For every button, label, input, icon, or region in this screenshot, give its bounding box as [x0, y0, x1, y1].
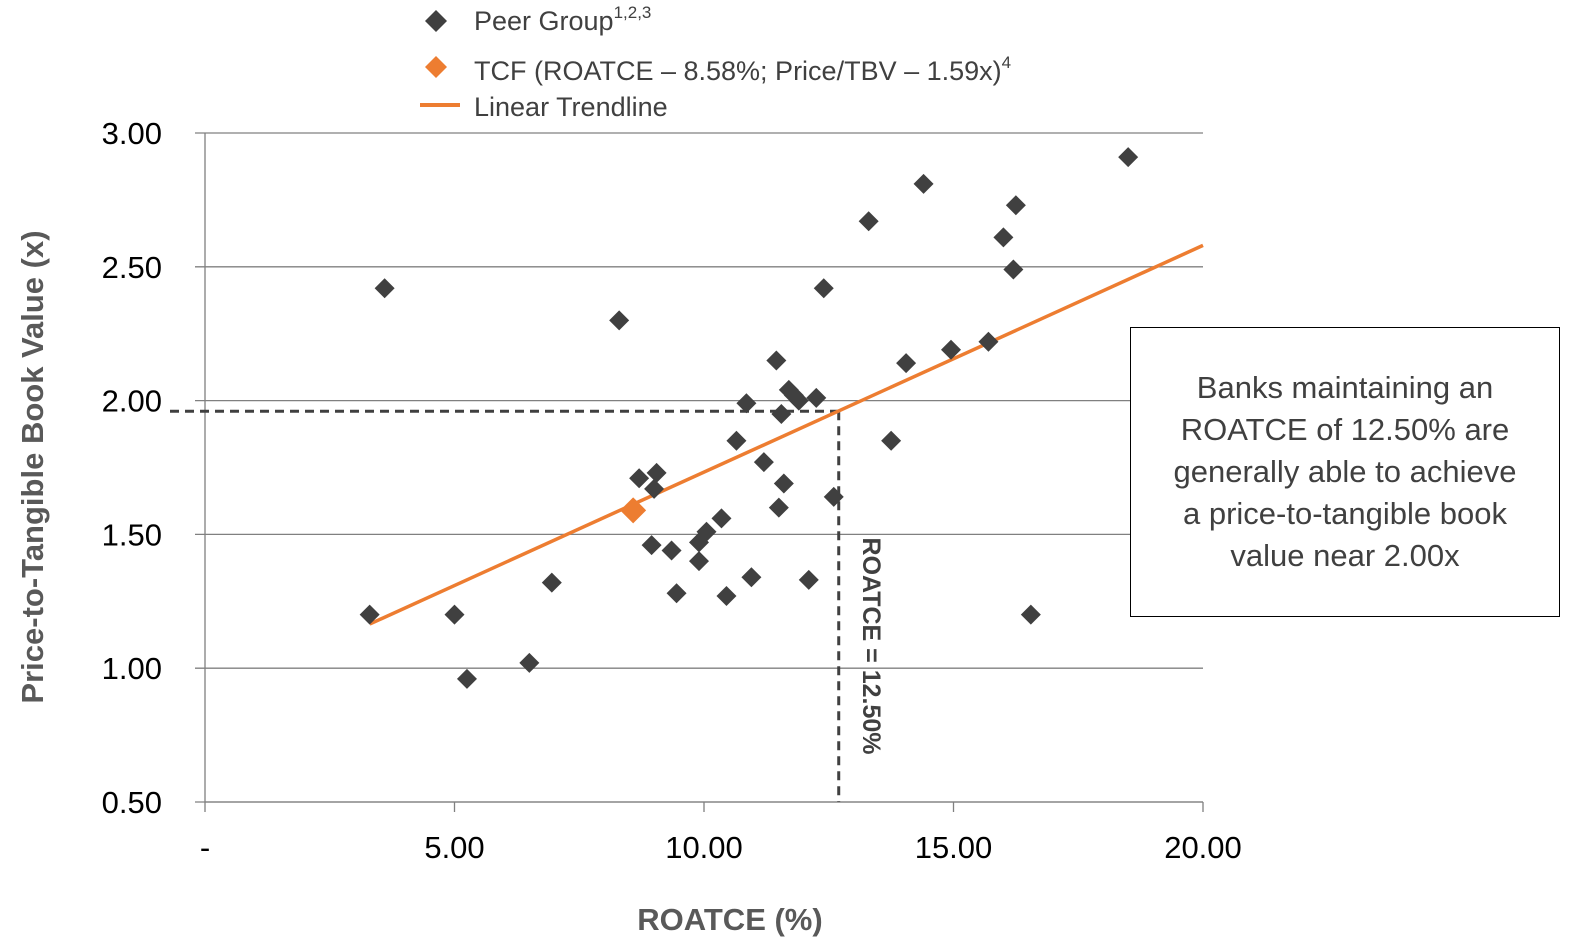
legend-item-tcf: TCF (ROATCE – 8.58%; Price/TBV – 1.59x)4: [425, 53, 1011, 86]
data-points: [359, 147, 1139, 689]
y-tick-label: 0.50: [102, 785, 162, 820]
peer-group-point: [1118, 147, 1139, 168]
peer-group-point: [823, 486, 844, 507]
peer-group-point: [716, 585, 737, 606]
x-axis-title: ROATCE (%): [637, 902, 822, 937]
legend-item-trendline: Linear Trendline: [420, 92, 668, 122]
peer-group-point: [696, 521, 717, 542]
peer-group-point: [768, 497, 789, 518]
peer-group-point: [444, 604, 465, 625]
peer-group-point: [629, 468, 650, 489]
tick-labels: 0.50 1.00 1.50 2.00 2.50 3.00 - 5.00 10.00 15.00 2…: [102, 116, 1242, 865]
trendline: [368, 243, 1204, 626]
peer-group-point: [913, 173, 934, 194]
legend-tcf-label: TCF (ROATCE – 8.58%; Price/TBV – 1.59x)4: [474, 53, 1011, 86]
peer-group-point: [689, 551, 710, 572]
legend-peer-marker: [425, 10, 447, 32]
peer-group-point: [1020, 604, 1041, 625]
peer-group-point: [978, 331, 999, 352]
y-tick-label: 2.50: [102, 250, 162, 285]
peer-group-point: [766, 350, 787, 371]
legend: Peer Group1,2,3 TCF (ROATCE – 8.58%; Pri…: [420, 3, 1011, 122]
peer-group-point: [993, 227, 1014, 248]
peer-group-point: [1003, 259, 1024, 280]
x-tick-label: 15.00: [915, 830, 993, 865]
legend-tcf-marker: [425, 56, 447, 78]
gridlines: [195, 132, 1203, 803]
peer-group-point: [771, 403, 792, 424]
peer-group-point: [726, 430, 747, 451]
legend-peer-label: Peer Group1,2,3: [474, 3, 651, 36]
peer-group-point: [456, 668, 477, 689]
x-tick-label: 5.00: [424, 830, 484, 865]
legend-trendline-label: Linear Trendline: [474, 92, 668, 122]
y-tick-label: 1.50: [102, 517, 162, 552]
peer-group-point: [641, 535, 662, 556]
peer-group-point: [359, 604, 380, 625]
peer-group-point: [646, 462, 667, 483]
tcf-point: [620, 497, 647, 524]
legend-item-peer-group: Peer Group1,2,3: [425, 3, 651, 36]
peer-group-point: [661, 540, 682, 561]
peer-group-point: [858, 211, 879, 232]
reference-lines: [170, 409, 841, 802]
peer-group-point: [374, 278, 395, 299]
roatce-reference-label: ROATCE = 12.50%: [857, 538, 885, 755]
peer-group-point: [798, 569, 819, 590]
peer-group-point: [788, 390, 809, 411]
x-tick-label: 20.00: [1164, 830, 1242, 865]
peer-group-point: [813, 278, 834, 299]
peer-group-point: [736, 393, 757, 414]
linear-trendline: [368, 243, 1204, 626]
annotation-callout-box: Banks maintaining an ROATCE of 12.50% ar…: [1130, 327, 1560, 617]
peer-group-point: [711, 508, 732, 529]
y-tick-label: 3.00: [102, 116, 162, 151]
peer-group-point: [1005, 195, 1026, 216]
y-tick-label: 2.00: [102, 384, 162, 419]
peer-group-point: [609, 310, 630, 331]
peer-group-point: [941, 339, 962, 360]
x-tick-label: 10.00: [665, 830, 743, 865]
y-tick-label: 1.00: [102, 651, 162, 686]
peer-group-point: [773, 473, 794, 494]
y-axis-title: Price-to-Tangible Book Value (x): [15, 230, 50, 703]
peer-group-point: [806, 387, 827, 408]
peer-group-point: [666, 583, 687, 604]
annotation-text: Banks maintaining an ROATCE of 12.50% ar…: [1173, 370, 1517, 573]
peer-group-point: [881, 430, 902, 451]
peer-group-point: [519, 652, 540, 673]
axes: [204, 133, 1204, 812]
peer-group-point: [896, 353, 917, 374]
peer-group-point: [753, 452, 774, 473]
peer-group-point: [644, 478, 665, 499]
peer-group-point: [741, 567, 762, 588]
x-tick-label: -: [200, 830, 210, 865]
peer-group-point: [541, 572, 562, 593]
